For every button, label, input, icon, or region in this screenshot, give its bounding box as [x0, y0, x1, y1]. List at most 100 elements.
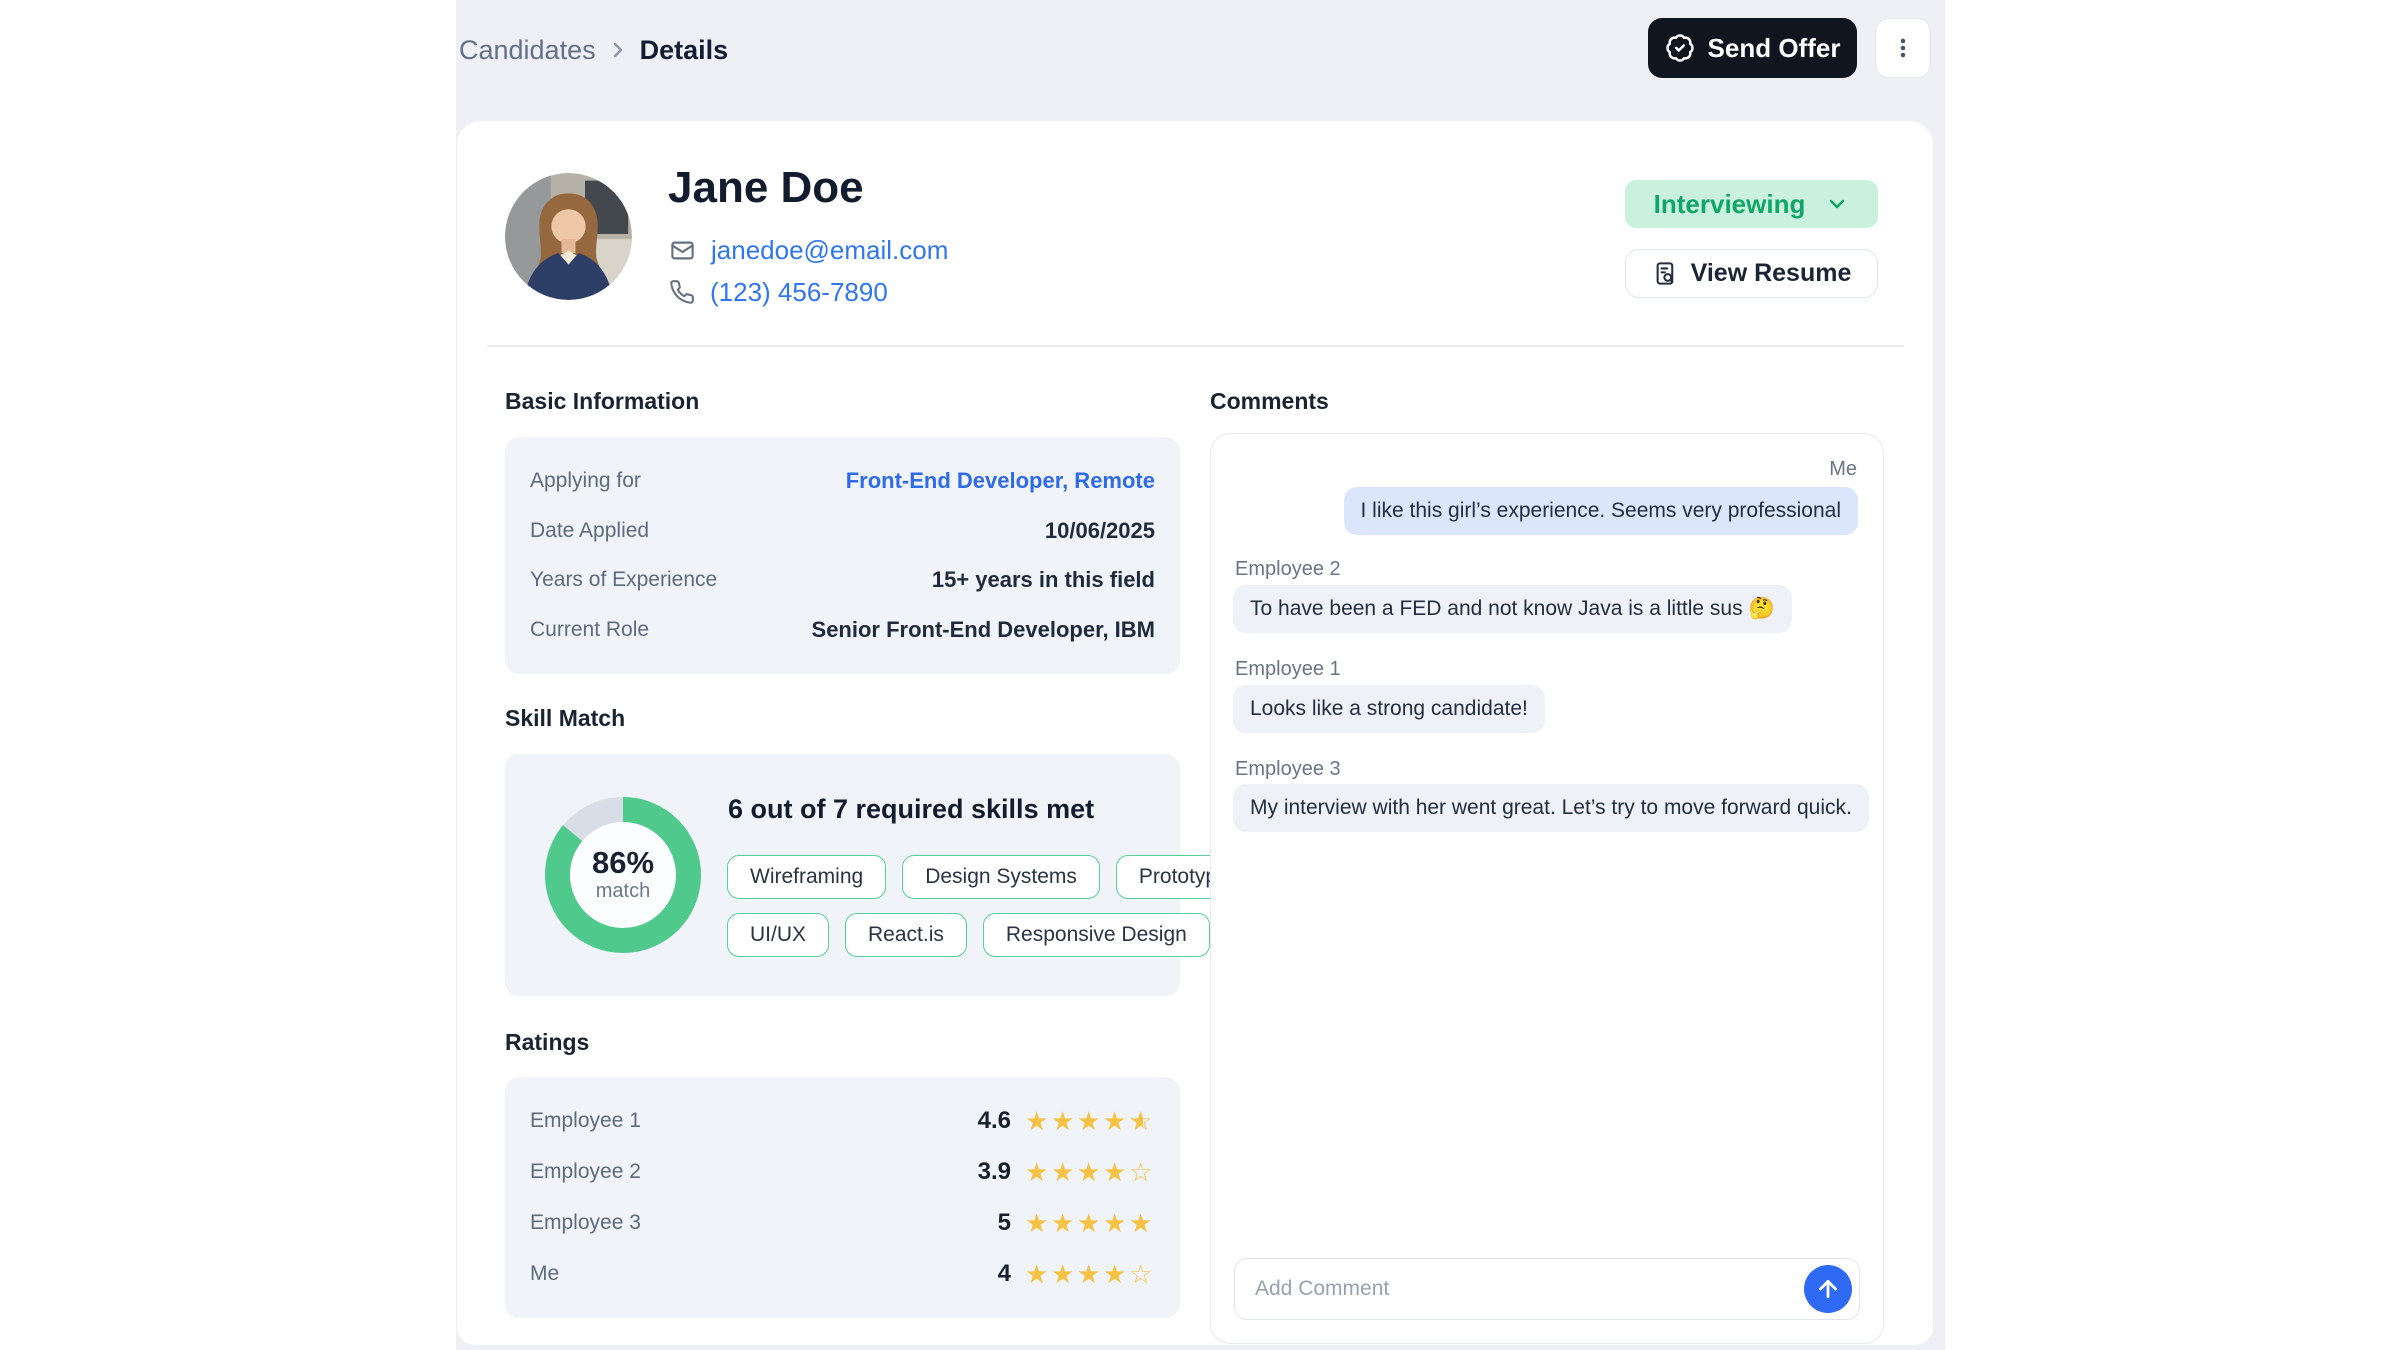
star-icon [1129, 1106, 1155, 1136]
comment-bubble: I like this girl’s experience. Seems ver… [1343, 487, 1858, 535]
info-label: Date Applied [530, 518, 650, 542]
comments-title: Comments [1210, 388, 1329, 414]
comment-bubble: My interview with her went great. Let’s … [1233, 784, 1869, 832]
rating-author: Employee 2 [530, 1160, 641, 1183]
info-row-current-role: Current Role Senior Front-End Developer,… [530, 617, 1155, 643]
status-label: Interviewing [1653, 188, 1806, 219]
submit-comment-button[interactable] [1804, 1265, 1852, 1313]
skill-chip-row-1: Wireframing Design Systems Prototyping [727, 855, 1269, 899]
ratings-title: Ratings [505, 1029, 590, 1055]
skill-chip: React.is [845, 913, 967, 957]
basic-info-title: Basic Information [505, 388, 700, 414]
comment-author: Employee 2 [1235, 558, 1341, 580]
star-icon [1025, 1157, 1051, 1187]
chevron-down-icon [1825, 192, 1849, 216]
candidate-email-link[interactable]: janedoe@email.com [711, 234, 949, 265]
app-content-column: Candidates Details Send Offer [456, 0, 1945, 1350]
view-resume-button[interactable]: View Resume [1625, 249, 1878, 298]
star-icon [1129, 1157, 1155, 1187]
star-rating [1025, 1106, 1155, 1136]
candidate-avatar [505, 173, 632, 300]
breadcrumb-candidates-link[interactable]: Candidates [459, 34, 596, 65]
skill-chip: Responsive Design [982, 913, 1210, 957]
star-icon [1025, 1259, 1051, 1289]
skill-match-sublabel: match [595, 879, 651, 902]
info-row-applying-for: Applying for Front-End Developer, Remote [530, 468, 1155, 494]
star-icon [1051, 1259, 1077, 1289]
info-value: Senior Front-End Developer, IBM [811, 616, 1155, 642]
star-rating [1025, 1157, 1155, 1187]
rating-value: 4.6 [977, 1107, 1011, 1134]
basic-info-card: Applying for Front-End Developer, Remote… [505, 437, 1180, 674]
rating-row: Employee 3 5 [530, 1208, 1155, 1238]
rating-author: Me [530, 1262, 560, 1285]
skill-match-card: 86% match 6 out of 7 required skills met… [505, 754, 1315, 996]
star-icon [1129, 1208, 1155, 1238]
comments-panel: Me I like this girl’s experience. Seems … [1210, 433, 1884, 1344]
arrow-up-icon [1815, 1276, 1841, 1302]
star-icon [1025, 1106, 1051, 1136]
star-rating [1025, 1208, 1155, 1238]
info-label: Current Role [530, 617, 650, 641]
header-divider [487, 345, 1904, 347]
star-icon [1077, 1208, 1103, 1238]
candidate-name: Jane Doe [668, 163, 864, 212]
rating-row: Me 4 [530, 1259, 1155, 1289]
comment-bubble: Looks like a strong candidate! [1233, 685, 1545, 733]
badge-check-icon [1665, 33, 1695, 63]
phone-icon [669, 279, 695, 305]
star-icon [1077, 1157, 1103, 1187]
comment-author: Employee 1 [1235, 658, 1341, 680]
star-icon [1103, 1157, 1129, 1187]
comment-bubble: To have been a FED and not know Java is … [1233, 585, 1792, 633]
chevron-right-icon [606, 38, 630, 62]
skill-chip: Design Systems [902, 855, 1100, 899]
candidate-phone-link[interactable]: (123) 456-7890 [710, 276, 888, 307]
star-icon [1103, 1259, 1129, 1289]
add-comment-input[interactable] [1235, 1259, 1804, 1319]
breadcrumb-current-page: Details [639, 34, 729, 65]
header-actions: Send Offer [1648, 18, 1931, 78]
rating-value: 3.9 [977, 1158, 1011, 1185]
rating-row: Employee 2 3.9 [530, 1157, 1155, 1187]
star-icon [1025, 1208, 1051, 1238]
info-row-date-applied: Date Applied 10/06/2025 [530, 518, 1155, 544]
ratings-card: Employee 1 4.6 Employee 2 3.9 Employee 3 [505, 1077, 1180, 1318]
kebab-menu-icon [1890, 35, 1916, 61]
breadcrumb: Candidates Details [459, 30, 728, 70]
candidate-detail-card: Jane Doe janedoe@email.com (123) 456-789… [457, 121, 1933, 1345]
rating-value: 4 [997, 1260, 1011, 1287]
star-icon [1077, 1259, 1103, 1289]
status-dropdown[interactable]: Interviewing [1625, 180, 1878, 228]
file-search-icon [1652, 260, 1679, 287]
info-label: Years of Experience [530, 568, 718, 592]
skill-match-donut-chart: 86% match [545, 797, 701, 953]
star-icon [1077, 1106, 1103, 1136]
rating-value: 5 [997, 1209, 1011, 1236]
applying-for-link[interactable]: Front-End Developer, Remote [845, 468, 1155, 494]
star-icon [1051, 1157, 1077, 1187]
star-rating [1025, 1259, 1155, 1289]
comment-author: Employee 3 [1235, 758, 1341, 780]
star-icon [1103, 1208, 1129, 1238]
info-label: Applying for [530, 469, 641, 493]
info-value: 10/06/2025 [1044, 517, 1155, 543]
rating-author: Employee 3 [530, 1211, 641, 1234]
star-icon [1051, 1208, 1077, 1238]
info-value: 15+ years in this field [931, 567, 1155, 593]
info-row-experience: Years of Experience 15+ years in this fi… [530, 567, 1155, 593]
star-icon [1051, 1106, 1077, 1136]
more-options-button[interactable] [1875, 18, 1931, 78]
skill-chip: Wireframing [727, 855, 887, 899]
star-icon [1129, 1259, 1155, 1289]
send-offer-button[interactable]: Send Offer [1648, 18, 1857, 78]
skill-chip: UI/UX [727, 913, 830, 957]
view-resume-label: View Resume [1690, 259, 1852, 287]
rating-author: Employee 1 [530, 1109, 641, 1132]
skill-match-title: Skill Match [505, 705, 626, 731]
mail-icon [669, 237, 696, 264]
comment-author: Me [1829, 458, 1857, 480]
star-icon [1103, 1106, 1129, 1136]
send-offer-label: Send Offer [1707, 32, 1841, 63]
